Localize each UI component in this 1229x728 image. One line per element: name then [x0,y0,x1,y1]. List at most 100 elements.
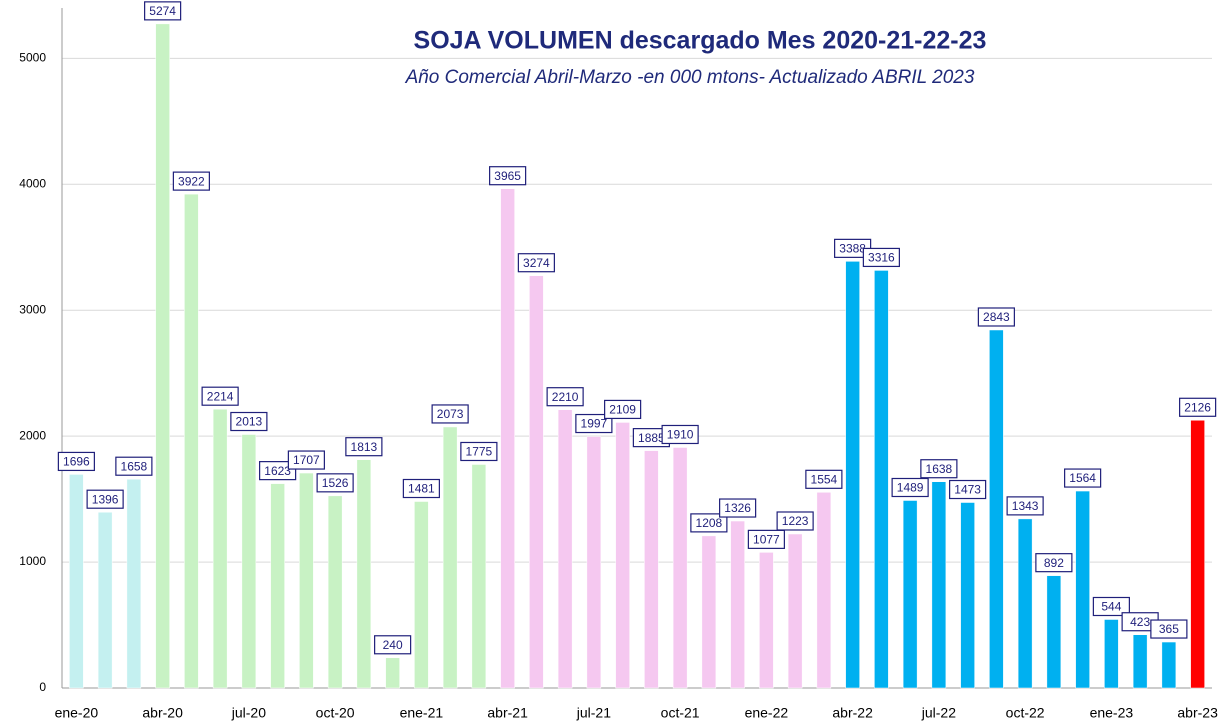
value-label-box [690,513,728,533]
y-tick-label: 4000 [19,176,46,190]
value-label-box [1035,553,1073,573]
value-label: 2109 [609,403,636,417]
x-tick-label: oct-20 [316,705,355,721]
bar [212,408,228,689]
bar [586,436,602,689]
value-label: 1326 [724,501,751,515]
value-label: 892 [1044,556,1064,570]
value-label: 1658 [121,459,148,473]
chart-subtitle: Año Comercial Abril-Marzo -en 000 mtons-… [405,67,975,88]
y-tick-label: 2000 [19,428,46,442]
value-label: 1775 [466,445,493,459]
bar [874,270,889,689]
value-label: 1564 [1069,471,1096,485]
value-label: 1554 [811,472,838,486]
bar [902,500,918,689]
bar [500,188,515,689]
bar [672,447,688,689]
value-label: 5274 [149,4,176,18]
bar [989,329,1004,689]
bar [1046,575,1062,689]
value-label: 3274 [523,256,550,270]
bar [327,495,343,689]
bar [1190,420,1205,689]
bar [69,474,84,689]
value-label-box [604,399,642,420]
bar [471,464,487,689]
bar [356,459,372,689]
bar [816,492,832,689]
bar [1017,518,1033,689]
value-label: 544 [1101,600,1121,614]
bar [241,434,257,689]
x-tick-label: jul-22 [921,705,956,721]
value-label-box [259,461,297,481]
value-label: 1623 [264,464,291,478]
x-tick-label: jul-20 [231,705,266,721]
value-label-box [517,253,555,273]
x-tick-label: abr-20 [142,705,183,721]
value-label-box [230,411,268,432]
bar [414,501,429,689]
value-label-box [1150,619,1188,639]
chart-title: SOJA VOLUMEN descargado Mes 2020-21-22-2… [414,27,987,55]
value-label: 1343 [1012,499,1039,513]
x-tick-label: abr-21 [487,705,528,721]
x-tick-label: ene-20 [55,705,99,721]
value-label: 3388 [839,242,866,256]
bar [557,409,573,689]
bar [730,520,745,689]
x-tick-label: jul-21 [576,705,611,721]
bar [442,426,458,689]
bar [385,657,400,689]
value-label: 1707 [293,453,320,467]
bar [529,275,544,689]
value-label-box [1179,397,1217,417]
x-tick-label: ene-23 [1090,705,1134,721]
value-label: 2214 [207,389,234,403]
value-label-box [920,459,958,479]
value-label-box [144,1,182,21]
bar [759,552,774,689]
value-label: 1526 [322,476,349,490]
x-tick-label: abr-23 [1177,705,1218,721]
value-label: 3965 [494,169,521,183]
value-label: 3922 [178,174,205,188]
value-label-box [287,450,325,470]
bar [1132,634,1148,689]
bar [299,472,314,689]
value-label: 1077 [753,533,780,547]
x-tick-label: abr-22 [832,705,873,721]
value-label: 365 [1159,622,1179,636]
value-label: 1473 [954,483,981,497]
value-label-box [719,498,757,518]
bar [155,23,170,689]
value-label: 1223 [782,514,809,528]
value-label-box [86,489,124,509]
value-label-box [891,477,929,498]
value-label-box [115,456,153,476]
bar [184,193,199,689]
value-label-box [862,247,900,268]
x-tick-label: ene-22 [745,705,789,721]
value-label-box [489,166,527,186]
bar [97,511,113,689]
bar [615,422,630,689]
bar [845,261,860,689]
value-label-box [402,478,440,499]
value-label: 240 [383,638,403,652]
value-label-box [575,413,613,434]
value-label: 1489 [897,481,924,495]
x-tick-label: oct-22 [1006,705,1045,721]
value-label-box [977,307,1015,327]
value-label-box [949,479,987,500]
y-tick-label: 3000 [19,302,46,316]
value-label-box [1064,468,1102,488]
value-label: 2843 [983,310,1010,324]
bar [270,483,285,689]
value-label: 1885 [638,431,665,445]
value-label-box [747,529,785,549]
value-label-box [661,424,699,445]
value-label-box [172,171,210,191]
